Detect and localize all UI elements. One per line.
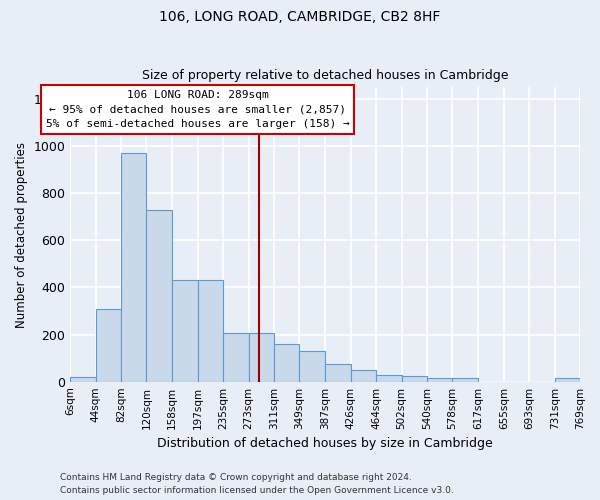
Bar <box>299 351 325 382</box>
Text: 106 LONG ROAD: 289sqm
← 95% of detached houses are smaller (2,857)
5% of semi-de: 106 LONG ROAD: 289sqm ← 95% of detached … <box>46 90 349 130</box>
Text: 106, LONG ROAD, CAMBRIDGE, CB2 8HF: 106, LONG ROAD, CAMBRIDGE, CB2 8HF <box>160 10 440 24</box>
X-axis label: Distribution of detached houses by size in Cambridge: Distribution of detached houses by size … <box>157 437 493 450</box>
Bar <box>554 378 580 382</box>
Text: Contains HM Land Registry data © Crown copyright and database right 2024.
Contai: Contains HM Land Registry data © Crown c… <box>60 474 454 495</box>
Bar <box>376 374 401 382</box>
Bar <box>198 280 223 382</box>
Bar <box>452 378 478 382</box>
Bar <box>223 334 248 382</box>
Bar <box>121 154 146 382</box>
Title: Size of property relative to detached houses in Cambridge: Size of property relative to detached ho… <box>142 69 508 82</box>
Bar <box>325 364 351 382</box>
Bar <box>274 344 299 382</box>
Y-axis label: Number of detached properties: Number of detached properties <box>15 142 28 328</box>
Bar <box>351 370 376 382</box>
Bar <box>401 376 427 382</box>
Bar <box>427 378 452 382</box>
Bar <box>248 334 274 382</box>
Bar <box>146 210 172 382</box>
Bar <box>95 308 121 382</box>
Bar <box>70 377 95 382</box>
Bar <box>172 280 198 382</box>
